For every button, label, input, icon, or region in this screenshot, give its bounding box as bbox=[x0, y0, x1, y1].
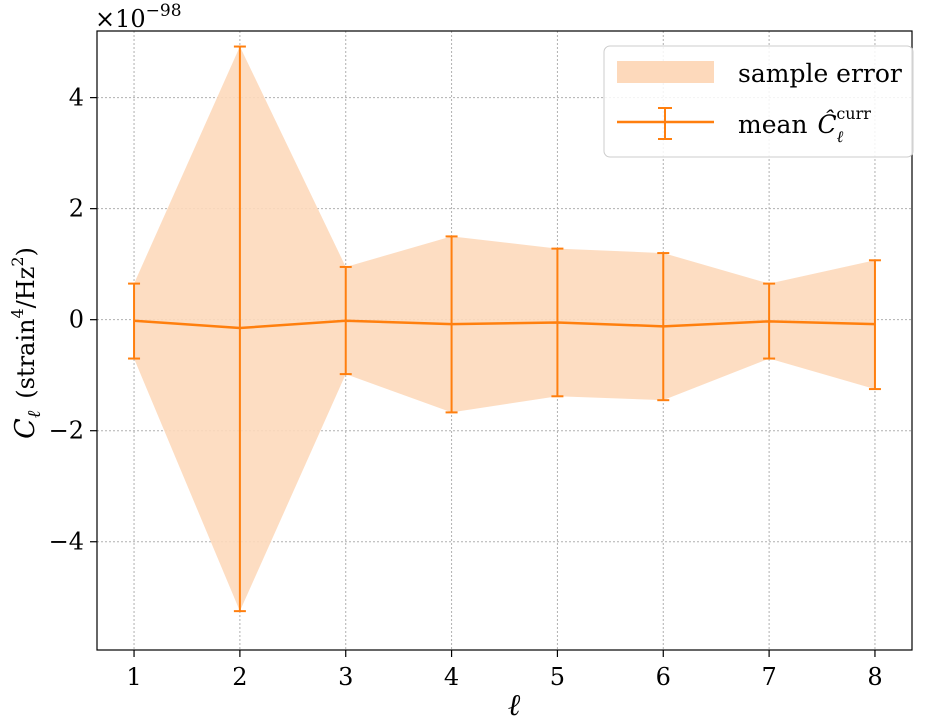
x-tick-label: 2 bbox=[232, 663, 247, 691]
x-axis-label: ℓ bbox=[508, 688, 521, 723]
x-tick-label: 7 bbox=[761, 663, 776, 691]
x-tick-label: 5 bbox=[550, 663, 565, 691]
y-tick-label: 2 bbox=[69, 195, 84, 223]
error-band-layer bbox=[134, 46, 875, 612]
x-tick-label: 1 bbox=[126, 663, 141, 691]
y-tick-label: 4 bbox=[69, 84, 84, 112]
x-tick-label: 8 bbox=[867, 663, 882, 691]
series-layer bbox=[128, 45, 881, 613]
legend-label-mean: mean Ĉℓcurr bbox=[738, 104, 871, 146]
x-tick-label: 3 bbox=[338, 663, 353, 691]
x-tick-label: 4 bbox=[444, 663, 459, 691]
mean-line bbox=[133, 319, 875, 330]
legend-label-sample-error: sample error bbox=[738, 59, 902, 88]
y-tick-label: 0 bbox=[69, 306, 84, 334]
y-tick-label: −2 bbox=[49, 417, 84, 445]
x-tick-label: 6 bbox=[656, 663, 671, 691]
y-axis-label: Cℓ(strain4/Hz2) bbox=[8, 247, 45, 439]
plot-frame bbox=[96, 30, 913, 651]
legend: sample error mean Ĉℓcurr bbox=[603, 45, 914, 158]
ticks: 1 2 3 4 5 6 7 8 −4 −2 0 2 4 bbox=[49, 84, 883, 691]
y-offset-label: ×10−98 bbox=[95, 1, 182, 33]
y-tick-label: −4 bbox=[49, 528, 84, 556]
legend-band-swatch bbox=[617, 61, 714, 83]
sample-error-band bbox=[134, 46, 875, 612]
